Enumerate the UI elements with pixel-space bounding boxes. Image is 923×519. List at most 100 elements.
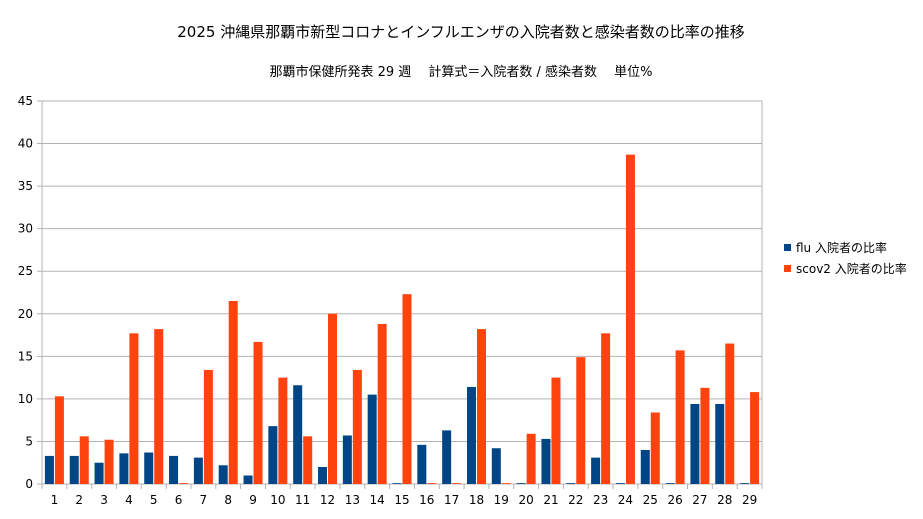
legend: flu 入院者の比率 scov2 入院者の比率	[784, 240, 907, 276]
bar-series-2	[253, 341, 263, 484]
x-tick-label: 15	[394, 493, 409, 507]
bar-series-2	[601, 333, 611, 484]
bar-series-1	[417, 444, 427, 484]
x-tick-label: 20	[518, 493, 533, 507]
bar-series-2	[54, 396, 64, 484]
x-tick-label: 27	[692, 493, 707, 507]
bar-series-1	[591, 457, 601, 484]
bar-series-2	[625, 154, 635, 484]
bar-series-1	[367, 394, 377, 484]
bar-series-2	[104, 439, 114, 484]
bar-series-2	[675, 350, 685, 484]
plot-border	[41, 100, 763, 485]
x-tick-label: 14	[370, 493, 385, 507]
x-tick-label: 2	[75, 493, 83, 507]
bar-series-1	[69, 455, 79, 484]
y-axis: 0 5 10 15 20 25 30 35 40 45	[18, 94, 33, 491]
x-tick-label: 29	[742, 493, 757, 507]
x-tick-label: 11	[295, 493, 310, 507]
y-tick-label: 15	[18, 349, 33, 363]
x-tick-label: 7	[200, 493, 208, 507]
x-tick-label: 10	[270, 493, 285, 507]
bar-series-2	[129, 333, 139, 484]
bar-series-2	[650, 412, 660, 484]
bar-series-2	[501, 483, 511, 484]
bar-series-1	[218, 465, 228, 484]
bar-series-1	[665, 483, 675, 484]
x-tick-label: 28	[717, 493, 732, 507]
bar-series-2	[179, 483, 189, 484]
bar-series-1	[243, 475, 253, 484]
bar-series-1	[640, 449, 650, 484]
y-tick-label: 5	[25, 434, 33, 448]
bar-series-1	[293, 385, 303, 484]
x-tick-label: 19	[494, 493, 509, 507]
bar-series-1	[566, 483, 576, 484]
bar-series-2	[452, 483, 462, 484]
bar-series-1	[44, 455, 54, 484]
bar-series-1	[466, 386, 476, 484]
chart-subtitle: 那覇市保健所発表 29 週 計算式＝入院者数 / 感染者数 単位%	[269, 64, 652, 80]
bar-series-2	[228, 301, 238, 484]
x-tick-label: 4	[125, 493, 133, 507]
bar-series-1	[268, 426, 278, 484]
bar-series-2	[725, 343, 735, 484]
bar-series-2	[352, 369, 362, 484]
x-tick-label: 18	[469, 493, 484, 507]
y-tick-label: 0	[25, 477, 33, 491]
x-tick-label: 26	[667, 493, 682, 507]
x-tick-label: 22	[568, 493, 583, 507]
x-tick-label: 8	[224, 493, 232, 507]
y-tick-label: 25	[18, 264, 33, 278]
y-tick-label: 20	[18, 307, 33, 321]
x-tick-label: 13	[345, 493, 360, 507]
legend-swatch	[784, 265, 791, 272]
x-tick-label: 21	[543, 493, 558, 507]
bar-series-1	[491, 448, 501, 484]
bar-series-2	[154, 329, 164, 484]
x-axis: 1 2 3 4 5 6 7 8 9 10 11 12 13 14 15 16 17 18 19 20 21 22 23 24 2…	[41, 484, 763, 507]
legend-label: flu 入院者の比率	[796, 240, 887, 255]
plot-frame	[41, 100, 763, 485]
bar-series-2	[328, 313, 338, 484]
bars	[44, 154, 760, 484]
bar-series-2	[402, 294, 412, 484]
y-tick-label: 45	[18, 94, 33, 108]
bar-series-1	[690, 403, 700, 484]
bar-series-1	[442, 430, 452, 484]
bar-series-1	[119, 453, 129, 484]
bar-series-1	[740, 483, 750, 484]
bar-series-2	[526, 433, 536, 484]
bar-series-1	[94, 462, 104, 484]
x-tick-label: 9	[249, 493, 257, 507]
y-tick-label: 30	[18, 222, 33, 236]
x-tick-label: 6	[175, 493, 183, 507]
y-tick-label: 40	[18, 137, 33, 151]
bar-series-2	[551, 377, 561, 484]
bar-series-1	[541, 438, 551, 484]
bar-series-2	[576, 357, 586, 484]
x-tick-label: 23	[593, 493, 608, 507]
chart-title: 2025 沖縄県那覇市新型コロナとインフルエンザの入院者数と感染者数の比率の推移	[177, 23, 745, 41]
bar-series-1	[144, 452, 154, 484]
y-tick-label: 10	[18, 392, 33, 406]
bar-series-2	[750, 392, 760, 484]
y-tick-label: 35	[18, 179, 33, 193]
bar-series-1	[516, 483, 526, 484]
bar-series-2	[79, 436, 89, 484]
bar-series-2	[377, 323, 387, 484]
bar-series-1	[169, 455, 179, 484]
bar-series-2	[278, 377, 288, 484]
legend-label: scov2 入院者の比率	[796, 261, 907, 276]
x-tick-label: 24	[618, 493, 633, 507]
legend-swatch	[784, 244, 791, 251]
bar-series-2	[203, 369, 213, 484]
bar-series-2	[303, 436, 313, 484]
x-tick-label: 16	[419, 493, 434, 507]
x-tick-label: 25	[643, 493, 658, 507]
bar-series-1	[193, 457, 203, 484]
bar-series-2	[700, 387, 710, 484]
x-tick-label: 1	[51, 493, 59, 507]
x-tick-label: 17	[444, 493, 459, 507]
